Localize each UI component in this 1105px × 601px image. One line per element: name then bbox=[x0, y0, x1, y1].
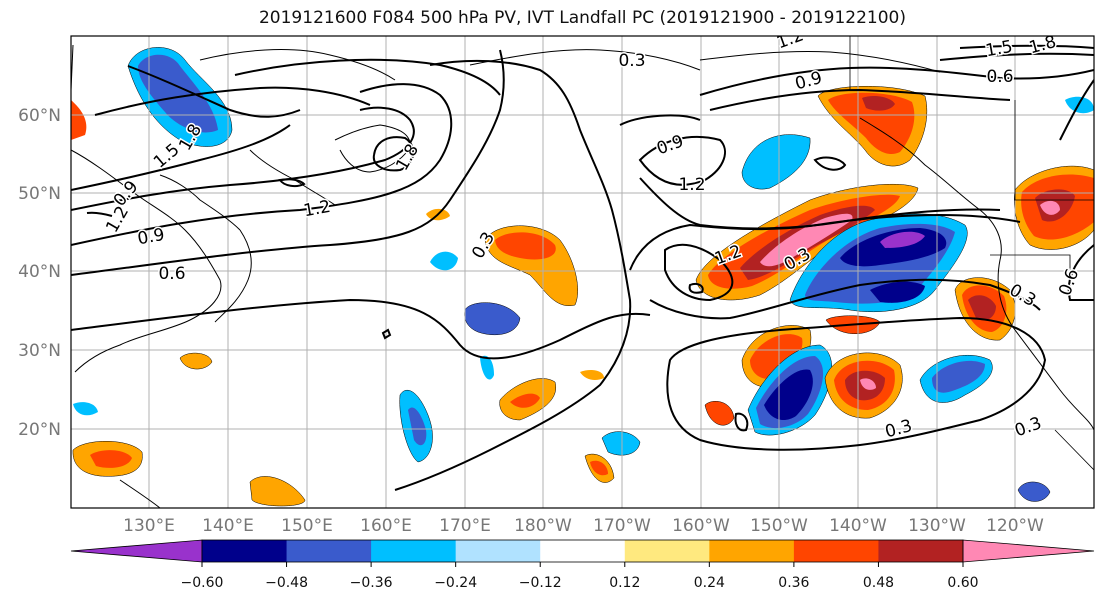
shade-negative bbox=[870, 281, 925, 303]
shade-positive bbox=[860, 378, 876, 390]
shade-positive bbox=[968, 295, 996, 321]
colorbar-tick-label: 0.60 bbox=[947, 575, 978, 591]
shade-negative bbox=[430, 251, 458, 271]
lon-tick-label: 170°E bbox=[439, 516, 491, 536]
lat-tick-label: 30°N bbox=[18, 341, 61, 361]
lon-tick-label: 130°W bbox=[908, 516, 966, 536]
shade-positive bbox=[510, 393, 540, 408]
colorbar-segment bbox=[793, 540, 879, 562]
lon-tick-label: 170°W bbox=[593, 516, 651, 536]
shade-negative bbox=[1017, 481, 1051, 502]
shade-negative bbox=[764, 369, 813, 421]
colorbar-tick-label: −0.24 bbox=[434, 575, 477, 591]
colorbar-segment bbox=[286, 540, 372, 562]
colorbar-frame bbox=[201, 539, 964, 563]
contour-label: 0.3 bbox=[618, 51, 645, 71]
colorbar-extend-high bbox=[962, 539, 1095, 563]
latitude-labels: 60°N 50°N 40°N 30°N 20°N bbox=[18, 106, 61, 440]
shade-positive bbox=[590, 460, 608, 476]
lon-tick-label: 180°W bbox=[514, 516, 572, 536]
shade-negative bbox=[601, 431, 641, 456]
colorbar-tick-label: 0.24 bbox=[694, 575, 725, 591]
lon-tick-label: 140°W bbox=[829, 516, 887, 536]
shade-negative bbox=[408, 407, 427, 446]
shade-positive bbox=[495, 232, 556, 260]
longitude-labels: 130°E 140°E 150°E 160°E 170°E 180°W 170°W 160°W… bbox=[123, 516, 1044, 536]
pv-contours bbox=[71, 44, 1094, 491]
colorbar-extend-low bbox=[70, 539, 203, 563]
colorbar-segment bbox=[202, 540, 288, 562]
shade-positive bbox=[71, 100, 87, 140]
colorbar-tick-label: −0.12 bbox=[519, 575, 562, 591]
shade-positive bbox=[862, 96, 895, 111]
shade-positive bbox=[704, 401, 735, 426]
colorbar-segment bbox=[455, 540, 541, 562]
shade-negative bbox=[880, 231, 925, 248]
graticule bbox=[71, 36, 1094, 508]
shade-positive bbox=[1040, 200, 1060, 215]
shade-positive bbox=[90, 450, 132, 468]
lat-tick-label: 60°N bbox=[18, 106, 61, 126]
colorbar-tick-label: −0.48 bbox=[265, 575, 308, 591]
colorbar-segment bbox=[709, 540, 795, 562]
shade-negative bbox=[480, 355, 494, 380]
shade-positive bbox=[760, 213, 853, 267]
shade-negative bbox=[138, 54, 218, 133]
colorbar-tick-label: −0.36 bbox=[350, 575, 393, 591]
lon-tick-label: 140°E bbox=[202, 516, 254, 536]
shade-negative bbox=[464, 302, 521, 335]
colorbar-tick-label: −0.60 bbox=[181, 575, 224, 591]
lat-tick-label: 40°N bbox=[18, 262, 61, 282]
contour-label: 0.6 bbox=[986, 67, 1013, 87]
lon-tick-label: 150°E bbox=[281, 516, 333, 536]
map-title: 2019121600 F084 500 hPa PV, IVT Landfall… bbox=[258, 8, 906, 28]
colorbar-segment bbox=[624, 540, 710, 562]
shade-positive bbox=[179, 352, 213, 370]
colorbar: −0.60 −0.48 −0.36 −0.24 −0.12 0.12 0.24 0.36 0.4… bbox=[70, 539, 1095, 591]
map-frame bbox=[70, 35, 1095, 509]
shade-positive bbox=[580, 370, 604, 380]
lat-tick-label: 20°N bbox=[18, 420, 61, 440]
shade-negative bbox=[73, 402, 98, 416]
shade-positive bbox=[249, 476, 306, 507]
lon-tick-label: 120°W bbox=[986, 516, 1044, 536]
colorbar-segment bbox=[878, 540, 964, 562]
lon-tick-label: 130°E bbox=[123, 516, 175, 536]
shade-positive bbox=[750, 334, 803, 380]
colorbar-tick-label: 0.12 bbox=[609, 575, 640, 591]
colorbar-tick-label: 0.36 bbox=[778, 575, 809, 591]
lon-tick-label: 160°W bbox=[672, 516, 730, 536]
shade-negative bbox=[932, 360, 985, 393]
lon-tick-label: 150°W bbox=[750, 516, 808, 536]
colorbar-segment bbox=[540, 540, 626, 562]
shade-negative bbox=[741, 134, 811, 190]
contour-label: 0.6 bbox=[158, 264, 185, 284]
contour-label: 1.2 bbox=[678, 175, 705, 195]
colorbar-tick-label: 0.48 bbox=[863, 575, 894, 591]
lon-tick-label: 160°E bbox=[360, 516, 412, 536]
contour-label: 1.2 bbox=[302, 197, 332, 221]
colorbar-segment bbox=[371, 540, 457, 562]
lat-tick-label: 50°N bbox=[18, 184, 61, 204]
